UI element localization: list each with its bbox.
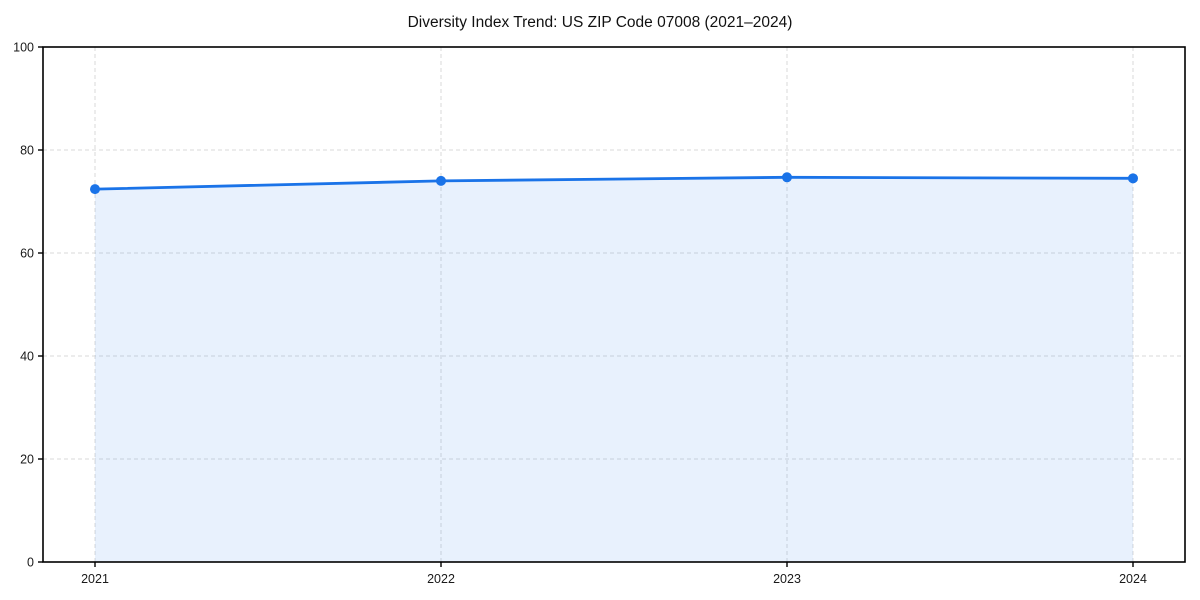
data-points (90, 172, 1138, 195)
axis-ticks (38, 46, 1134, 567)
gridlines (43, 47, 1185, 562)
area-fill-shape (95, 177, 1133, 563)
plot-frame (42, 46, 1186, 563)
plot-frame-rect (42, 46, 1186, 563)
y-axis-tick-label: 100 (13, 41, 34, 55)
x-axis-tick-label: 2023 (773, 572, 801, 586)
x-axis-tick-label: 2022 (427, 572, 455, 586)
data-point (436, 175, 446, 186)
y-axis-tick-label: 0 (27, 556, 34, 570)
area-fill (95, 177, 1133, 563)
x-axis-tick-label: 2024 (1119, 572, 1147, 586)
y-axis-tick-label: 20 (20, 453, 34, 467)
data-point (90, 184, 100, 195)
y-axis-tick-label: 80 (20, 144, 34, 158)
chart-title: Diversity Index Trend: US ZIP Code 07008… (408, 14, 793, 31)
x-axis-tick-label: 2021 (81, 572, 109, 586)
axis-tick-labels: 0 20 40 60 80 100 2021 2022 2023 2024 (13, 41, 1147, 587)
y-axis-tick-label: 40 (20, 350, 34, 364)
trend-line (93, 175, 1135, 191)
trend-line-path (93, 175, 1135, 191)
data-point (1128, 173, 1138, 184)
y-axis-tick-label: 60 (20, 247, 34, 261)
data-point (782, 172, 792, 183)
